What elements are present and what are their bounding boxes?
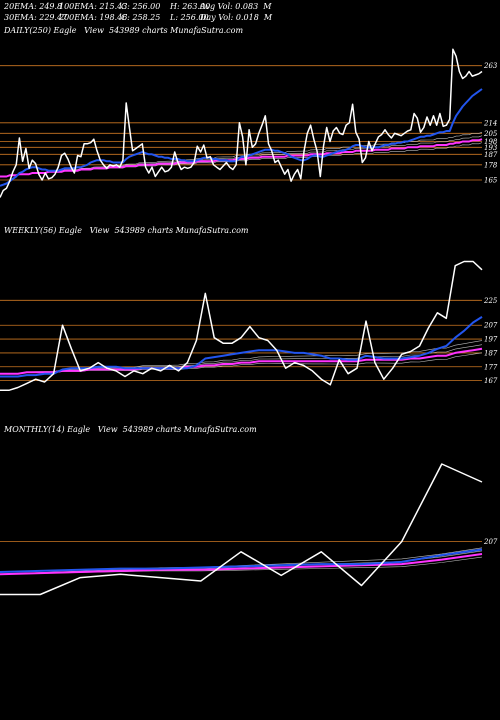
- header-ema30: 30EMA: 229.47: [4, 13, 68, 22]
- daily-level-label-263: 263: [483, 62, 498, 70]
- weekly-level-label-225: 225: [483, 297, 498, 305]
- weekly-level-label-207: 207: [483, 322, 498, 330]
- monthly-price-line: [0, 463, 483, 596]
- header-ema20: 20EMA: 249.8: [4, 2, 63, 11]
- daily-level-label-205: 205: [483, 130, 498, 138]
- daily-level-label-214: 214: [483, 119, 497, 127]
- weekly-level-label-177: 177: [484, 363, 498, 371]
- chart-header: 20EMA: 249.8 100EMA: 215.43 C: 256.00 H:…: [4, 2, 272, 112]
- weekly-ema-fast-line: [0, 316, 483, 378]
- monthly-ema-fast-line: [0, 548, 483, 573]
- weekly-chart-title: WEEKLY(56) Eagle View 543989 charts Muna…: [4, 226, 249, 235]
- weekly-level-label-197: 197: [484, 336, 498, 344]
- header-close-b: C: 258.25: [121, 13, 161, 22]
- monthly-chart-title: MONTHLY(14) Eagle View 543989 charts Mun…: [4, 425, 257, 434]
- header-high: H: 263.00: [170, 2, 211, 11]
- header-day-vol: Day Vol: 0.018 M: [200, 13, 273, 22]
- header-avg-vol: Avg Vol: 0.083 M: [200, 2, 272, 11]
- daily-price-line: [0, 48, 483, 198]
- weekly-level-label-167: 167: [484, 377, 498, 385]
- header-ema100: 100EMA: 215.43: [59, 2, 128, 11]
- daily-level-label-198: 198: [484, 138, 498, 146]
- monthly-ema-slow-line: [0, 553, 483, 576]
- weekly-price-line: [0, 260, 483, 392]
- daily-level-label-193: 193: [484, 144, 498, 152]
- monthly-price-chart: 207: [0, 463, 498, 596]
- weekly-level-label-187: 187: [484, 349, 498, 357]
- daily-ema-slow-line: [0, 138, 483, 178]
- header-close-a: C: 256.00: [121, 2, 161, 11]
- daily-ema-fast-line: [0, 88, 483, 187]
- daily-level-label-187: 187: [484, 151, 498, 159]
- header-ema200: 200EMA: 198.46: [59, 13, 128, 22]
- daily-level-label-178: 178: [484, 161, 498, 169]
- header-low: L: 256.00: [170, 13, 209, 22]
- daily-chart-title: DAILY(250) Eagle View 543989 charts Muna…: [4, 26, 244, 35]
- monthly-level-label-207: 207: [483, 538, 498, 546]
- weekly-price-chart: 225 207 197 187 177 167: [0, 260, 498, 392]
- daily-level-label-165: 165: [484, 177, 498, 185]
